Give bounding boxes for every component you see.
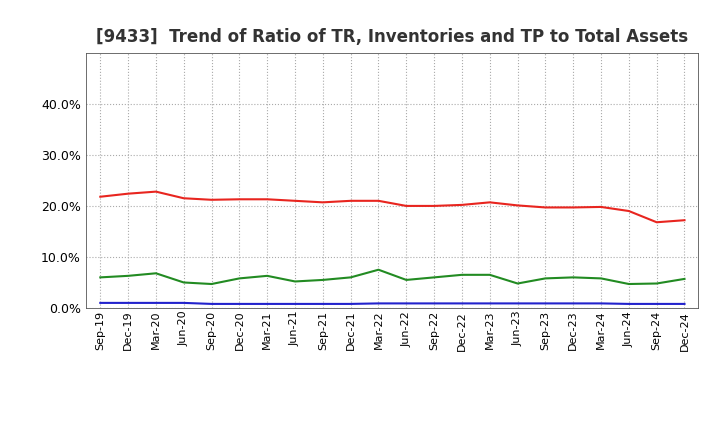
Inventories bbox=[124, 300, 132, 305]
Trade Payables bbox=[207, 281, 216, 286]
Trade Payables bbox=[624, 281, 633, 286]
Trade Receivables bbox=[624, 209, 633, 214]
Inventories bbox=[346, 301, 355, 307]
Inventories bbox=[624, 301, 633, 307]
Inventories bbox=[430, 301, 438, 306]
Trade Payables bbox=[291, 279, 300, 284]
Trade Receivables bbox=[152, 189, 161, 194]
Trade Receivables bbox=[402, 203, 410, 209]
Inventories bbox=[263, 301, 271, 307]
Inventories bbox=[597, 301, 606, 306]
Inventories bbox=[179, 300, 188, 305]
Trade Payables bbox=[458, 272, 467, 278]
Line: Trade Payables: Trade Payables bbox=[100, 270, 685, 284]
Trade Payables bbox=[597, 276, 606, 281]
Inventories bbox=[318, 301, 327, 307]
Line: Inventories: Inventories bbox=[100, 303, 685, 304]
Trade Payables bbox=[680, 276, 689, 282]
Trade Receivables bbox=[179, 196, 188, 201]
Trade Receivables bbox=[318, 200, 327, 205]
Trade Payables bbox=[430, 275, 438, 280]
Trade Payables bbox=[152, 271, 161, 276]
Trade Payables bbox=[569, 275, 577, 280]
Trade Receivables bbox=[513, 203, 522, 208]
Trade Payables bbox=[318, 277, 327, 282]
Trade Receivables bbox=[485, 200, 494, 205]
Trade Payables bbox=[346, 275, 355, 280]
Trade Receivables bbox=[430, 203, 438, 209]
Inventories bbox=[374, 301, 383, 306]
Trade Payables bbox=[513, 281, 522, 286]
Inventories bbox=[569, 301, 577, 306]
Inventories bbox=[513, 301, 522, 306]
Trade Payables bbox=[124, 273, 132, 279]
Trade Receivables bbox=[235, 197, 243, 202]
Inventories bbox=[235, 301, 243, 307]
Trade Receivables bbox=[541, 205, 550, 210]
Trade Payables bbox=[485, 272, 494, 278]
Trade Payables bbox=[652, 281, 661, 286]
Inventories bbox=[458, 301, 467, 306]
Trade Receivables bbox=[291, 198, 300, 203]
Trade Receivables bbox=[680, 217, 689, 223]
Trade Receivables bbox=[96, 194, 104, 199]
Trade Payables bbox=[263, 273, 271, 279]
Inventories bbox=[207, 301, 216, 307]
Trade Payables bbox=[374, 267, 383, 272]
Trade Receivables bbox=[263, 197, 271, 202]
Trade Payables bbox=[402, 277, 410, 282]
Inventories bbox=[485, 301, 494, 306]
Trade Receivables bbox=[597, 204, 606, 209]
Trade Receivables bbox=[207, 197, 216, 202]
Inventories bbox=[96, 300, 104, 305]
Inventories bbox=[680, 301, 689, 307]
Trade Payables bbox=[235, 276, 243, 281]
Trade Receivables bbox=[124, 191, 132, 196]
Inventories bbox=[152, 300, 161, 305]
Trade Receivables bbox=[458, 202, 467, 208]
Inventories bbox=[291, 301, 300, 307]
Trade Payables bbox=[96, 275, 104, 280]
Line: Trade Receivables: Trade Receivables bbox=[100, 192, 685, 222]
Trade Receivables bbox=[569, 205, 577, 210]
Trade Receivables bbox=[346, 198, 355, 203]
Inventories bbox=[402, 301, 410, 306]
Inventories bbox=[652, 301, 661, 307]
Trade Receivables bbox=[374, 198, 383, 203]
Title: [9433]  Trend of Ratio of TR, Inventories and TP to Total Assets: [9433] Trend of Ratio of TR, Inventories… bbox=[96, 28, 688, 46]
Trade Payables bbox=[179, 280, 188, 285]
Trade Receivables bbox=[652, 220, 661, 225]
Trade Payables bbox=[541, 276, 550, 281]
Inventories bbox=[541, 301, 550, 306]
